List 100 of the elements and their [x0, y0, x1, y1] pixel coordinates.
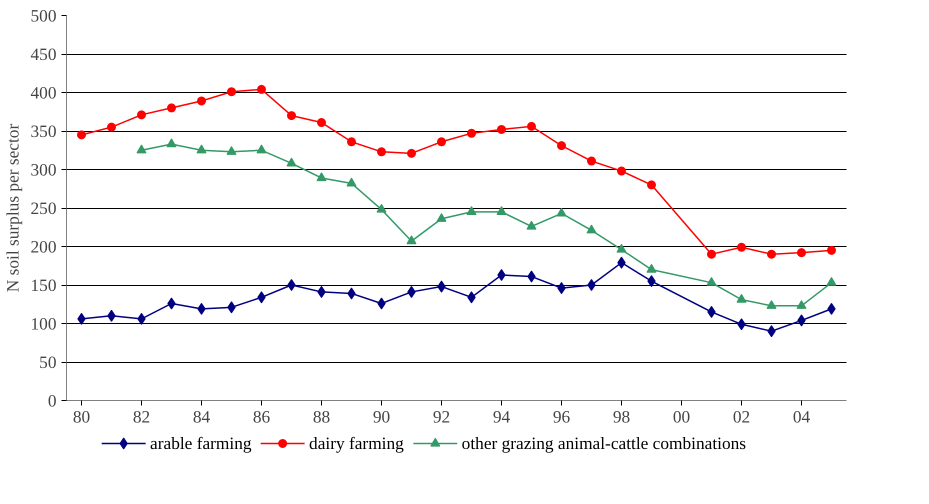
point: [377, 147, 386, 156]
x-tick-label: 04: [792, 408, 810, 426]
point: [227, 301, 236, 314]
point: [136, 144, 146, 154]
legend-label: dairy farming: [309, 434, 404, 453]
y-tick-label: 300: [30, 160, 57, 180]
point: [617, 256, 626, 269]
y-tick-label: 500: [30, 6, 57, 26]
point: [587, 279, 596, 291]
point: [287, 279, 296, 291]
x-tick-label: 88: [312, 408, 330, 426]
point: [257, 291, 266, 304]
point: [257, 84, 266, 94]
point: [137, 110, 146, 120]
point: [557, 141, 566, 150]
legend-label: other grazing animal-cattle combinations: [462, 434, 746, 453]
x-tick-label: 90: [372, 408, 390, 426]
x-tick-label: 00: [672, 408, 690, 426]
point: [497, 268, 506, 281]
point: [77, 130, 86, 140]
point: [196, 144, 206, 154]
y-tick-label: 250: [30, 199, 57, 218]
point: [197, 302, 206, 315]
point: [706, 276, 716, 286]
point: [737, 242, 746, 252]
point: [767, 250, 776, 259]
point: [376, 204, 386, 213]
point: [347, 287, 356, 300]
point: [467, 128, 476, 138]
point: [497, 124, 506, 134]
point: [797, 314, 806, 326]
point: [797, 248, 806, 258]
y-tick-label: 350: [30, 122, 57, 141]
x-tick-label: 94: [492, 408, 510, 426]
point: [467, 291, 476, 304]
point: [256, 144, 266, 154]
point: [436, 213, 446, 222]
x-tick-label: 98: [612, 408, 630, 426]
y-tick-label: 150: [30, 276, 57, 295]
point: [736, 294, 746, 303]
point: [167, 103, 176, 112]
point: [527, 122, 536, 131]
x-tick-label: 82: [132, 408, 150, 426]
point: [526, 220, 536, 230]
point: [406, 235, 416, 244]
point: [556, 208, 566, 216]
point: [167, 297, 176, 310]
point: [317, 118, 326, 128]
x-tick-label: 02: [732, 408, 750, 426]
y-tick-label: 50: [39, 353, 56, 372]
y-tick-label: 200: [30, 238, 57, 256]
point: [767, 325, 776, 338]
y-tick-label: 400: [30, 84, 57, 102]
x-tick-label: 84: [192, 408, 210, 426]
point: [707, 250, 716, 259]
point: [796, 300, 806, 309]
point: [766, 300, 776, 309]
point: [496, 206, 506, 215]
point: [557, 282, 566, 294]
point: [437, 280, 446, 293]
point: [707, 306, 716, 318]
point: [107, 310, 116, 322]
x-tick-label: 86: [252, 408, 270, 426]
point: [226, 146, 236, 155]
x-tick-label: 92: [432, 408, 450, 426]
point: [137, 312, 146, 325]
point: [407, 286, 416, 298]
point: [287, 111, 296, 120]
point: [407, 148, 416, 158]
point: [77, 312, 86, 325]
point: [587, 156, 596, 166]
point: [346, 178, 356, 186]
x-tick-label: 96: [552, 408, 570, 426]
point: [616, 244, 626, 253]
point: [646, 264, 656, 273]
point: [227, 87, 236, 96]
point: [166, 138, 176, 148]
point: [737, 318, 746, 330]
legend-label: arable farming: [150, 434, 252, 453]
point: [586, 224, 596, 234]
point: [827, 302, 836, 315]
y-tick-label: 0: [48, 392, 57, 410]
point: [377, 297, 386, 310]
x-tick-label: 80: [72, 408, 90, 426]
point: [826, 276, 836, 286]
point: [437, 137, 446, 146]
point: [316, 172, 326, 182]
point: [827, 246, 836, 255]
point: [107, 122, 116, 132]
y-axis-title: N soil surplus per sector: [4, 124, 23, 292]
point: [647, 275, 656, 288]
point: [466, 206, 476, 215]
y-tick-label: 100: [30, 314, 57, 334]
point: [527, 270, 536, 283]
point: [617, 166, 626, 176]
point: [317, 286, 326, 298]
y-tick-label: 450: [30, 45, 57, 64]
point: [197, 96, 206, 106]
point: [286, 158, 296, 166]
point: [647, 180, 656, 190]
